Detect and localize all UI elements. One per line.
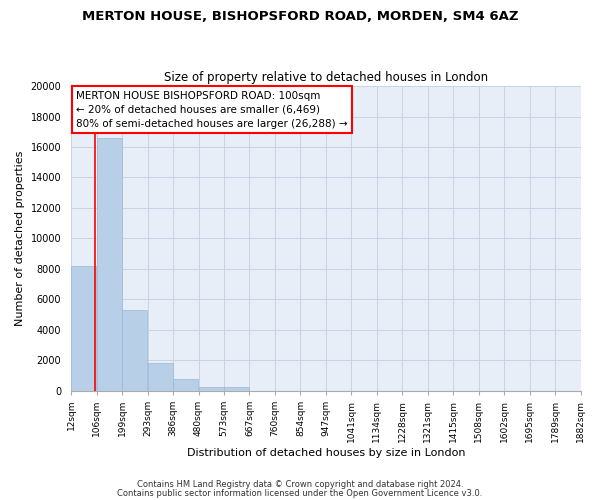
Bar [122, 310, 147, 391]
Bar [97, 138, 122, 391]
Text: Contains HM Land Registry data © Crown copyright and database right 2024.: Contains HM Land Registry data © Crown c… [137, 480, 463, 489]
Bar [173, 380, 198, 391]
Text: MERTON HOUSE, BISHOPSFORD ROAD, MORDEN, SM4 6AZ: MERTON HOUSE, BISHOPSFORD ROAD, MORDEN, … [82, 10, 518, 23]
Bar [71, 266, 96, 391]
Text: MERTON HOUSE BISHOPSFORD ROAD: 100sqm
← 20% of detached houses are smaller (6,46: MERTON HOUSE BISHOPSFORD ROAD: 100sqm ← … [76, 90, 348, 128]
Y-axis label: Number of detached properties: Number of detached properties [15, 150, 25, 326]
X-axis label: Distribution of detached houses by size in London: Distribution of detached houses by size … [187, 448, 465, 458]
Bar [199, 386, 224, 391]
Bar [148, 362, 173, 391]
Title: Size of property relative to detached houses in London: Size of property relative to detached ho… [164, 70, 488, 84]
Text: Contains public sector information licensed under the Open Government Licence v3: Contains public sector information licen… [118, 488, 482, 498]
Bar [224, 386, 249, 391]
